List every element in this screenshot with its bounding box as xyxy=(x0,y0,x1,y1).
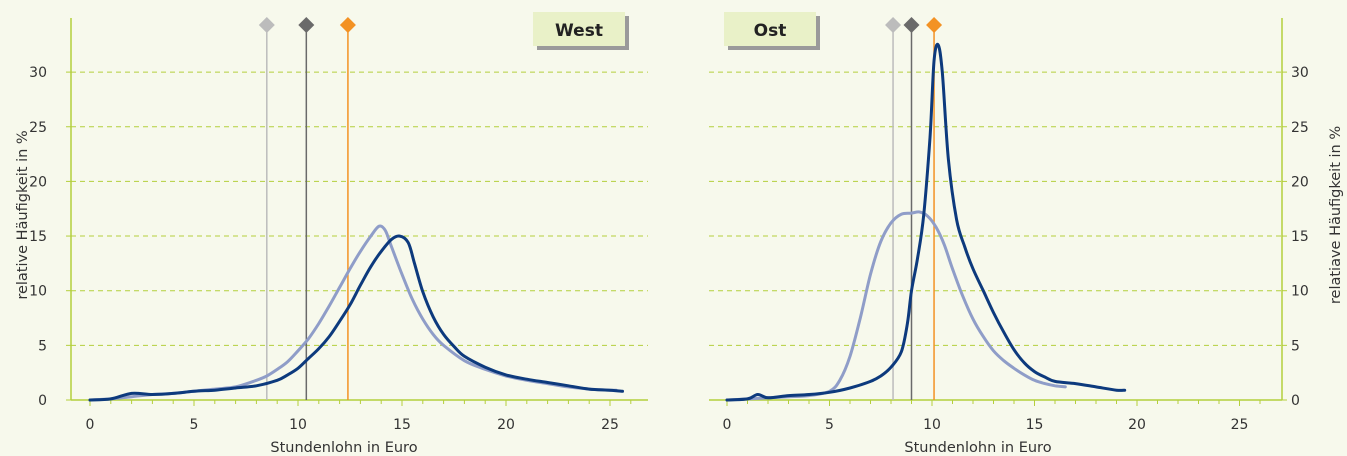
reference-marker-diamond xyxy=(903,17,920,33)
y-tick-label: 25 xyxy=(29,120,47,136)
y-tick-label: 0 xyxy=(38,393,47,409)
reference-marker-diamond xyxy=(926,17,943,33)
panel-label: Ost xyxy=(754,21,787,41)
x-tick-label: 5 xyxy=(825,417,834,433)
y-tick-label: 5 xyxy=(38,338,47,354)
west-panel: 0 5 10 15 20 25 0 5 10 15 20 25 30 Stundenlohn in Eur… xyxy=(15,12,648,456)
y-axis-title: relatiave Häufigkeit in % xyxy=(1328,126,1344,304)
y-tick-label: 20 xyxy=(1291,174,1309,190)
x-tick-label: 15 xyxy=(393,417,411,433)
panel-label: West xyxy=(555,21,603,41)
series-line-light xyxy=(88,224,618,402)
y-axis-title: relative Häufigkeit in % xyxy=(15,130,31,299)
series-line-dark xyxy=(88,234,624,402)
x-tick-label: 5 xyxy=(190,417,199,433)
x-axis-title: Stundenlohn in Euro xyxy=(904,440,1051,456)
reference-marker-diamond xyxy=(885,17,902,33)
x-tick-label: 25 xyxy=(601,417,619,433)
y-tick-label: 0 xyxy=(1291,393,1300,409)
panel-label-box xyxy=(724,12,816,46)
reference-marker-diamond xyxy=(298,17,315,33)
series-line-dark xyxy=(725,42,1127,402)
y-tick-label: 20 xyxy=(29,174,47,190)
x-tick-label: 0 xyxy=(86,417,95,433)
y-tick-label: 15 xyxy=(29,229,47,245)
y-tick-label: 15 xyxy=(1291,229,1309,245)
panel-label-box xyxy=(533,12,625,46)
reference-marker-diamond xyxy=(258,17,275,33)
x-tick-label: 20 xyxy=(497,417,515,433)
y-tick-label: 30 xyxy=(1291,65,1309,81)
x-tick-label: 25 xyxy=(1231,417,1249,433)
x-tick-label: 10 xyxy=(923,417,941,433)
x-axis-title: Stundenlohn in Euro xyxy=(270,440,417,456)
y-tick-label: 10 xyxy=(29,284,47,300)
reference-marker-diamond xyxy=(339,17,356,33)
ost-panel: 0 5 10 15 20 25 0 5 10 15 20 25 30 Stundenlohn in Eur… xyxy=(709,12,1344,456)
x-tick-label: 10 xyxy=(289,417,307,433)
y-tick-label: 25 xyxy=(1291,120,1309,136)
y-tick-label: 5 xyxy=(1291,338,1300,354)
x-tick-label: 20 xyxy=(1128,417,1146,433)
series-line-light xyxy=(725,210,1067,402)
y-tick-label: 10 xyxy=(1291,284,1309,300)
y-tick-label: 30 xyxy=(29,65,47,81)
x-tick-label: 0 xyxy=(723,417,732,433)
x-tick-label: 15 xyxy=(1026,417,1044,433)
